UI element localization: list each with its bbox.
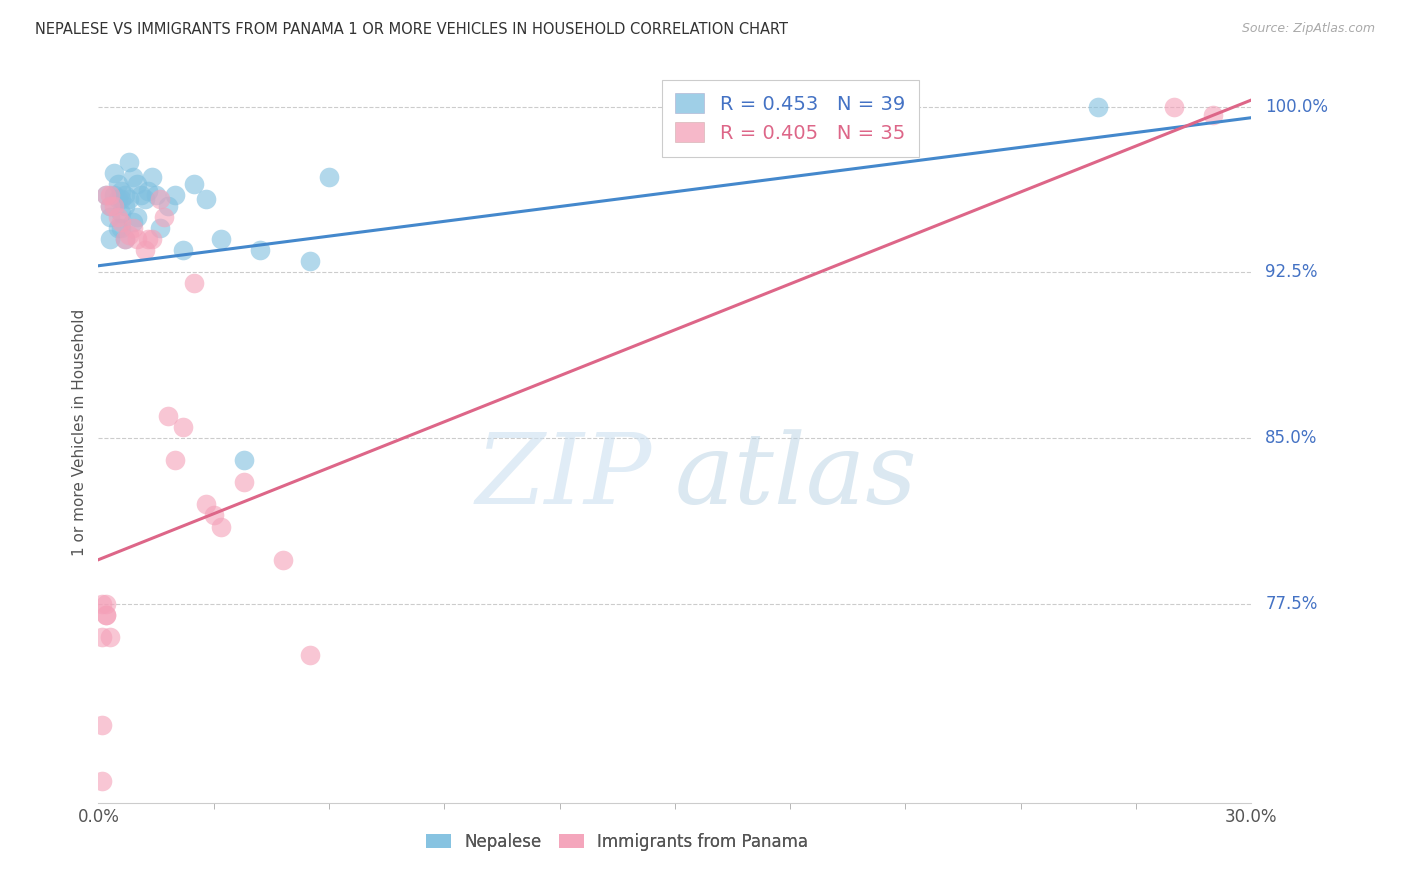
Text: atlas: atlas [675,429,918,524]
Point [318,170,340,185]
Point [98,188,121,202]
Point [91,630,114,644]
Point [107,221,129,235]
Point [98,630,121,644]
Point [107,210,129,224]
Point [134,244,156,258]
Point [122,170,145,185]
Point [110,193,132,207]
Point [98,232,121,246]
Point [134,193,156,207]
Point [172,244,194,258]
Point [114,199,136,213]
Point [94,607,117,622]
Point [110,221,132,235]
Text: 77.5%: 77.5% [1265,595,1317,613]
Point [98,199,121,213]
Point [114,232,136,246]
Point [149,193,172,207]
Point [183,277,205,291]
Text: 85.0%: 85.0% [1265,429,1317,447]
Point [141,170,163,185]
Point [149,221,172,235]
Point [298,648,321,662]
Point [233,475,256,490]
Point [209,232,232,246]
Point [103,199,125,213]
Point [1087,100,1109,114]
Point [114,232,136,246]
Point [94,597,117,611]
Point [118,154,141,169]
Point [107,177,129,191]
Point [1163,100,1185,114]
Point [110,214,132,228]
Point [1202,108,1225,122]
Point [98,210,121,224]
Point [156,409,179,423]
Point [91,773,114,788]
Point [94,188,117,202]
Point [118,227,141,242]
Point [271,552,294,566]
Point [110,205,132,219]
Point [249,244,271,258]
Point [298,254,321,268]
Point [125,177,148,191]
Text: NEPALESE VS IMMIGRANTS FROM PANAMA 1 OR MORE VEHICLES IN HOUSEHOLD CORRELATION C: NEPALESE VS IMMIGRANTS FROM PANAMA 1 OR … [35,22,789,37]
Point [195,498,218,512]
Point [91,597,114,611]
Point [165,453,187,467]
Point [172,420,194,434]
Point [152,210,174,224]
Point [195,193,218,207]
Point [209,519,232,533]
Point [125,210,148,224]
Point [125,232,148,246]
Text: ZIP: ZIP [475,429,652,524]
Y-axis label: 1 or more Vehicles in Household: 1 or more Vehicles in Household [72,309,87,557]
Point [141,232,163,246]
Point [183,177,205,191]
Point [107,193,129,207]
Point [98,199,121,213]
Text: Source: ZipAtlas.com: Source: ZipAtlas.com [1241,22,1375,36]
Point [122,221,145,235]
Point [122,214,145,228]
Point [156,199,179,213]
Point [94,188,117,202]
Point [165,188,187,202]
Point [145,188,167,202]
Point [138,184,160,198]
Point [202,508,225,523]
Point [103,188,125,202]
Point [103,166,125,180]
Point [94,607,117,622]
Point [118,193,141,207]
Text: 100.0%: 100.0% [1265,97,1329,116]
Point [110,184,132,198]
Legend: Nepalese, Immigrants from Panama: Nepalese, Immigrants from Panama [420,826,814,857]
Point [138,232,160,246]
Point [91,718,114,732]
Point [233,453,256,467]
Point [114,188,136,202]
Point [129,188,152,202]
Text: 92.5%: 92.5% [1265,263,1317,281]
